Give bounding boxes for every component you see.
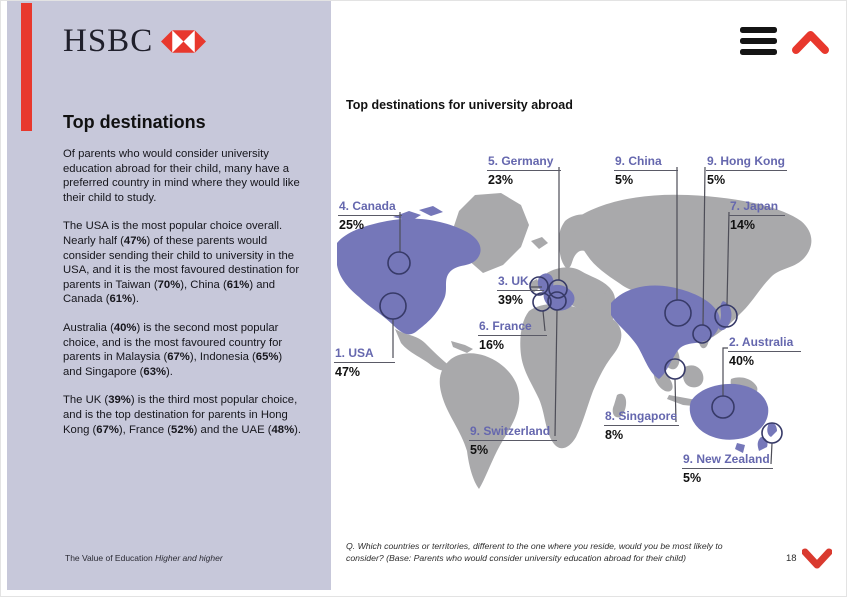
world-map (337, 193, 812, 489)
map-title: Top destinations for university abroad (346, 98, 573, 112)
sidebar-paragraph: Of parents who would consider university… (63, 148, 300, 204)
map-label-hong-kong: 9. Hong Kong 5% (706, 152, 787, 187)
report-subtitle: Higher and higher (155, 553, 223, 563)
hsbc-hexagon-logo (161, 30, 207, 53)
chevron-down-icon[interactable] (802, 547, 832, 572)
hsbc-brand: HSBC (63, 23, 207, 59)
sidebar-body-text: Of parents who would consider university… (63, 147, 303, 451)
sidebar-paragraph: The UK (39%) is the third most popular c… (63, 394, 302, 436)
destination-country-label: 9. China (614, 154, 678, 171)
chevron-up-icon[interactable] (792, 28, 829, 56)
sidebar-paragraph: Australia (40%) is the second most popul… (63, 321, 283, 378)
report-title: The Value of Education (65, 553, 153, 563)
report-footer: The Value of Education Higher and higher (65, 553, 223, 563)
map-label-germany: 5. Germany 23% (487, 152, 561, 187)
destination-country-label: 5. Germany (487, 154, 561, 171)
sidebar-panel: HSBC Top destinations Of parents who wou… (7, 1, 331, 590)
sidebar-paragraph: The USA is the most popular choice overa… (63, 220, 300, 306)
destination-country-label: 9. Hong Kong (706, 154, 787, 171)
hsbc-wordmark: HSBC (63, 23, 154, 59)
page-number: 18 (786, 553, 797, 564)
survey-footnote: Q. Which countries or territories, diffe… (346, 541, 723, 563)
menu-bar (740, 27, 777, 33)
page-title: Top destinations (63, 112, 206, 132)
map-label-china: 9. China 5% (614, 152, 678, 187)
red-accent-bar (21, 3, 32, 131)
menu-bar (740, 49, 777, 55)
menu-bar (740, 38, 777, 44)
hamburger-menu-icon[interactable] (740, 27, 777, 55)
